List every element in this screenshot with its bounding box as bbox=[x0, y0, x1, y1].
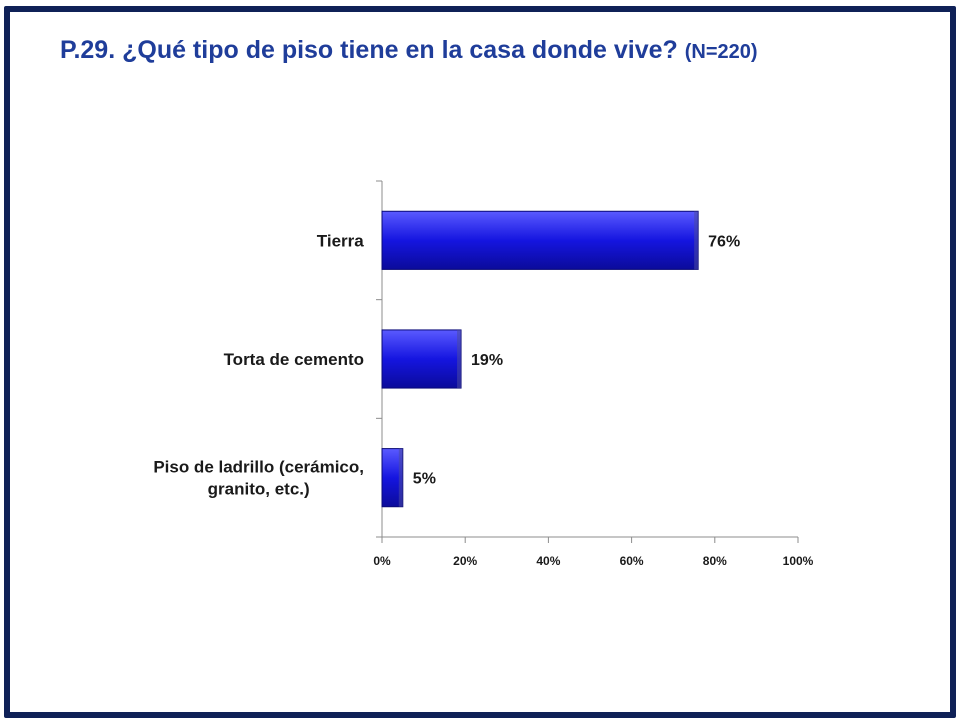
bar bbox=[381, 329, 462, 389]
bar-edge bbox=[398, 448, 403, 507]
x-tick-label: 60% bbox=[620, 554, 644, 568]
category-label: Piso de ladrillo (cerámico, granito, etc.… bbox=[153, 458, 364, 499]
x-tick-label: 100% bbox=[783, 554, 814, 568]
chart-labels: 0% 20% 40% 60% 80% 100% 76% Tierra 19% Torta de c… bbox=[153, 231, 813, 568]
x-tick-label: 20% bbox=[453, 554, 477, 568]
bar-edge bbox=[694, 211, 699, 270]
title-main: P.29. ¿Qué tipo de piso tiene en la casa… bbox=[60, 36, 678, 64]
x-tick-label: 80% bbox=[703, 554, 727, 568]
bar-value-label: 5% bbox=[413, 471, 436, 488]
bar-edge bbox=[457, 329, 462, 389]
chart-bars bbox=[381, 210, 699, 508]
title-sample-size: (N=220) bbox=[684, 41, 758, 63]
slide-frame bbox=[4, 6, 956, 718]
bar-value-label: 76% bbox=[708, 233, 740, 250]
category-label: Tierra bbox=[317, 231, 364, 250]
bar-value-label: 19% bbox=[471, 352, 503, 369]
category-label: Torta de cemento bbox=[224, 350, 364, 369]
x-tick-label: 0% bbox=[373, 554, 391, 568]
chart-title: P.29. ¿Qué tipo de piso tiene en la casa… bbox=[60, 36, 758, 65]
bar bbox=[381, 210, 699, 270]
x-tick-label: 40% bbox=[536, 554, 560, 568]
